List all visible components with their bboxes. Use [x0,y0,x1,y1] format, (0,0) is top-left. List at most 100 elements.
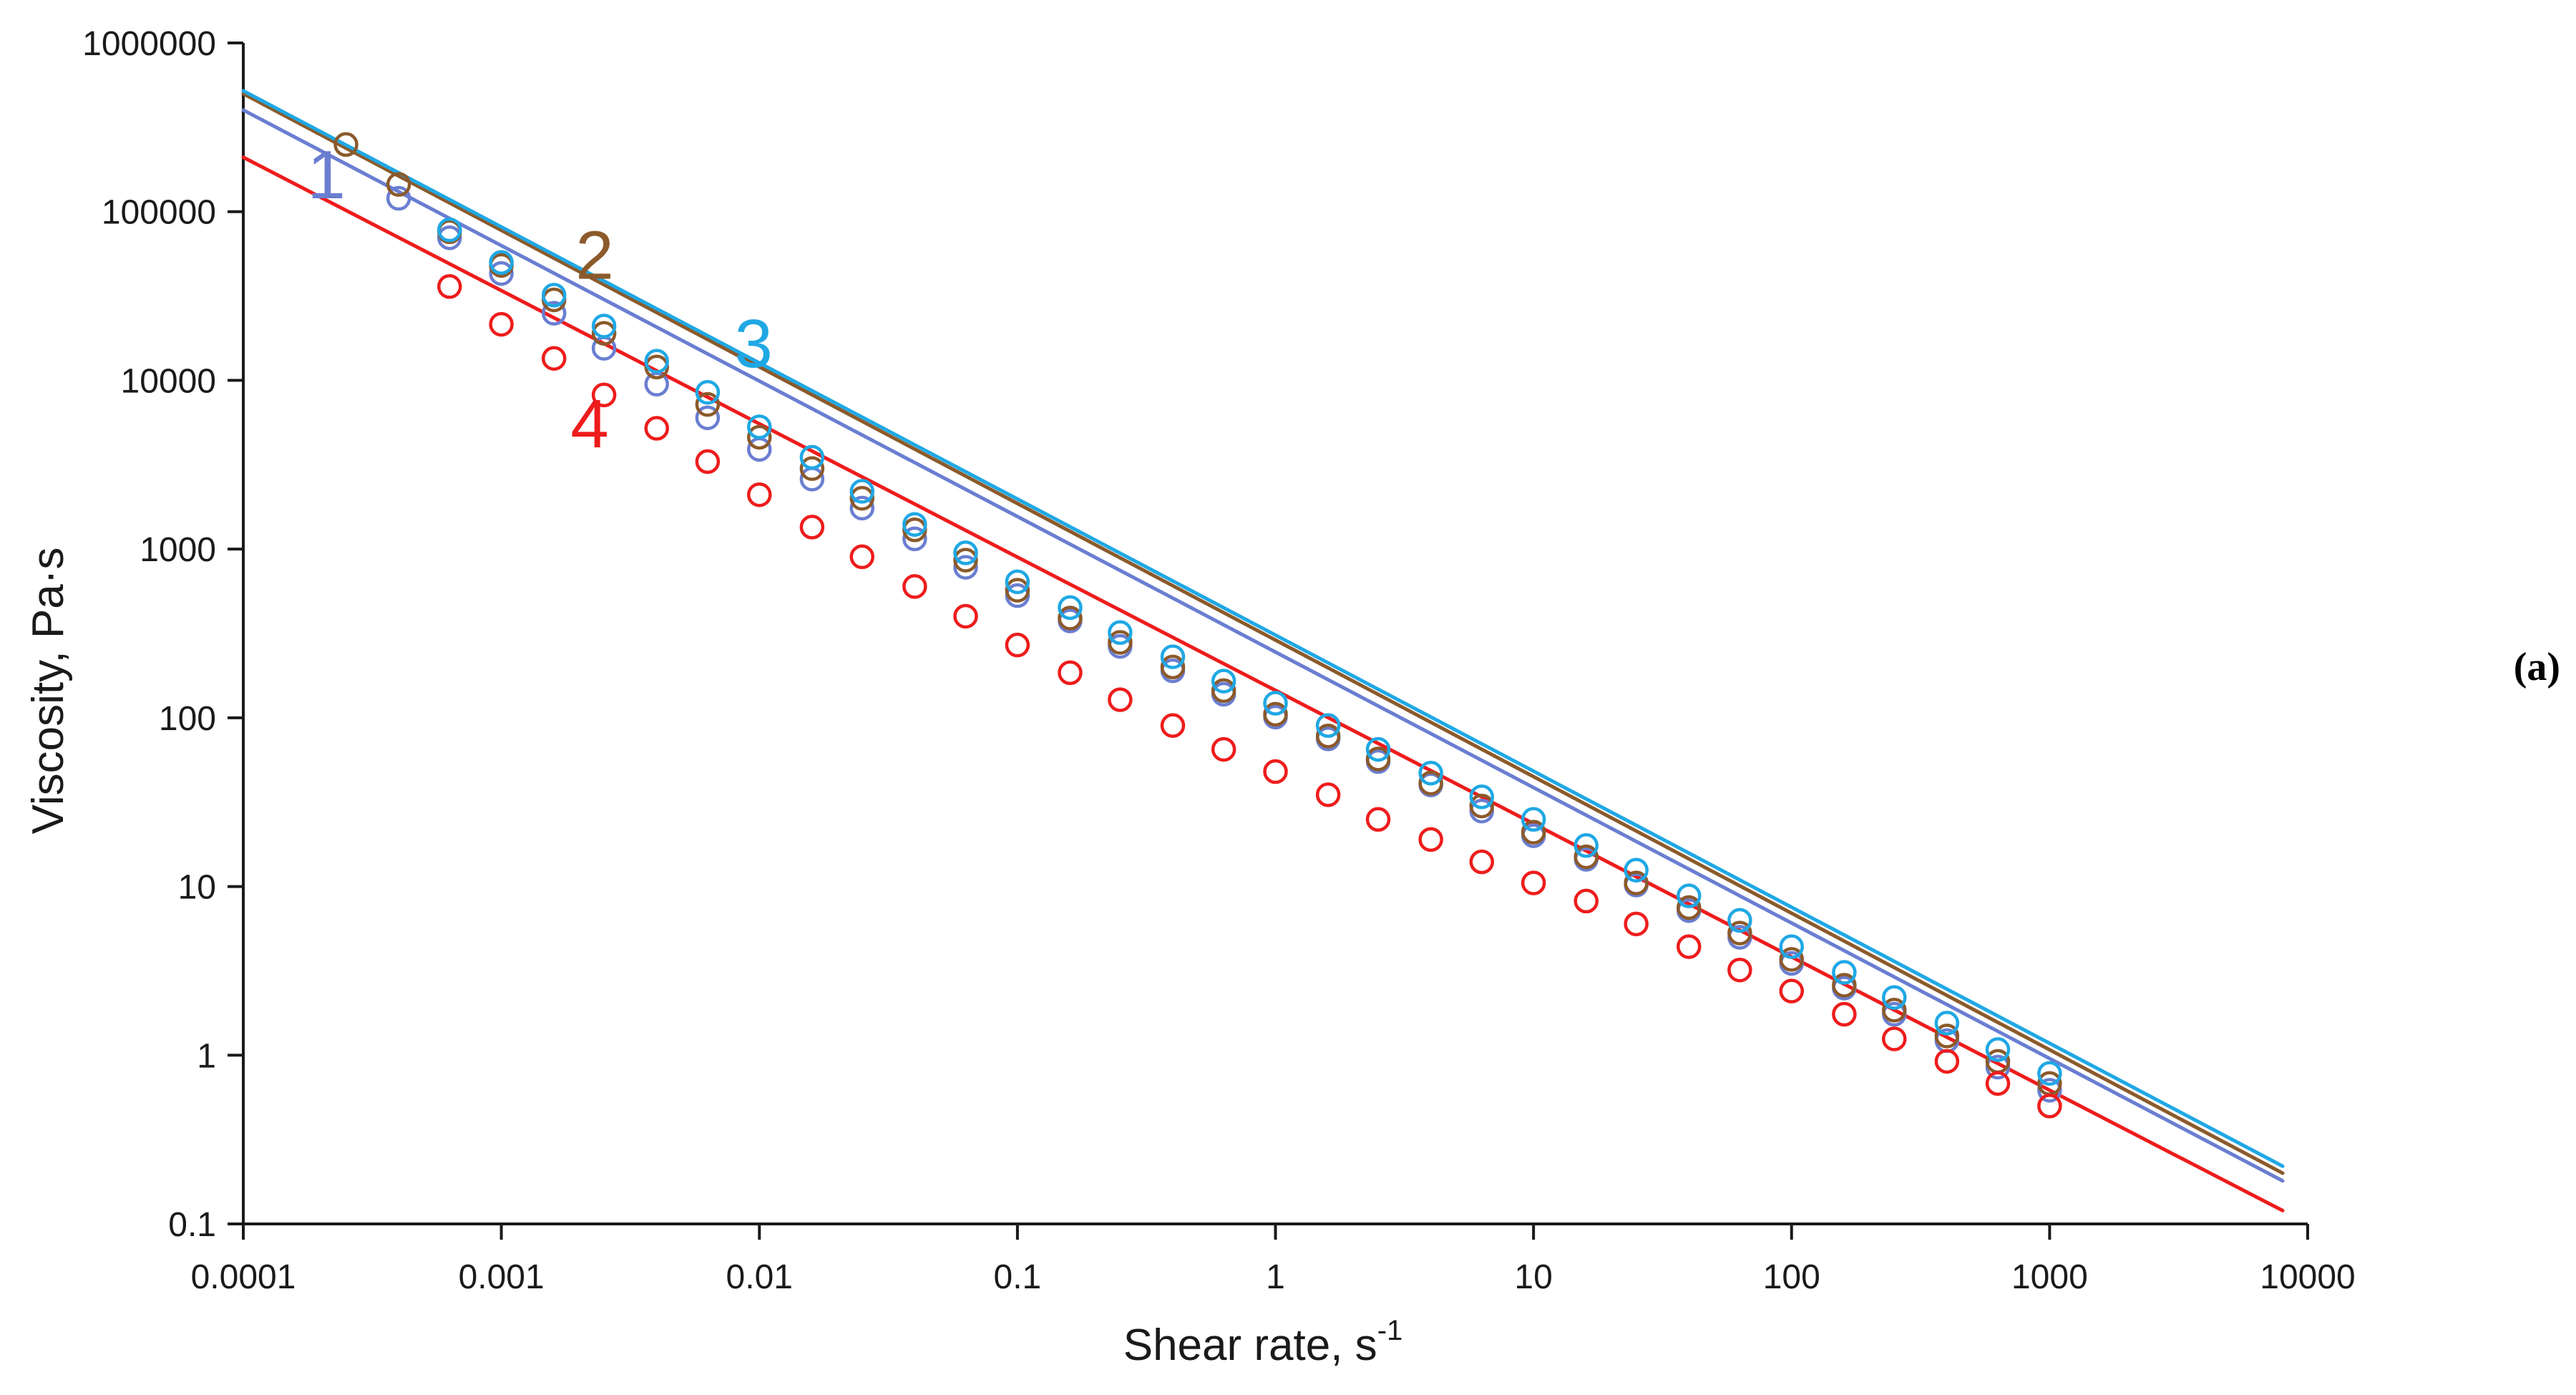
data-point-series-2 [1521,820,1546,845]
x-tick-label: 0.01 [726,1258,793,1296]
fit-line-series-4 [241,155,2285,1212]
data-point-series-3 [1315,713,1341,738]
data-point-series-3 [1832,960,1857,985]
data-point-series-3 [1727,908,1752,933]
data-point-series-3 [1365,737,1391,762]
data-point-series-3 [541,283,567,308]
data-point-series-4 [1211,737,1236,762]
data-point-series-3 [1211,669,1236,694]
data-point-series-2 [1676,895,1702,920]
data-point-series-4 [591,382,617,407]
data-point-series-3 [953,540,978,565]
data-point-series-4 [2037,1093,2062,1119]
data-point-series-4 [1058,660,1083,686]
data-point-series-4 [1160,713,1186,738]
data-point-series-2 [1624,870,1649,895]
data-point-series-4 [1365,807,1391,832]
data-point-series-1 [695,405,721,430]
data-point-series-1 [902,526,927,552]
data-point-series-3 [1574,833,1599,858]
data-point-series-4 [1574,888,1599,914]
data-point-series-4 [1418,827,1443,852]
data-point-series-2 [1005,578,1030,603]
data-point-series-3 [1263,691,1288,716]
data-point-series-2 [591,321,617,346]
data-point-series-3 [1005,569,1030,595]
data-point-series-1 [386,185,411,211]
data-point-series-3 [695,379,721,405]
data-point-series-4 [1315,782,1341,807]
data-point-series-1 [849,495,875,521]
data-point-series-2 [1108,630,1133,655]
x-axis-title-superscript: -1 [1377,1315,1403,1346]
data-point-series-2 [1469,793,1495,819]
data-point-series-4 [1676,934,1702,959]
data-point-series-4 [1469,849,1495,875]
fit-line-series-1 [241,108,2285,1183]
y-tick-label: 100000 [102,194,216,232]
data-point-series-4 [1005,632,1030,658]
data-point-series-4 [799,515,825,540]
data-point-series-3 [2037,1061,2062,1086]
data-point-series-2 [1882,998,1907,1023]
data-point-series-2 [799,456,825,481]
fit-line-series-3 [241,89,2285,1168]
data-point-series-4 [644,416,669,441]
data-point-series-3 [1418,760,1443,786]
fit-lines-group [241,89,2285,1212]
data-point-series-4 [953,603,978,629]
data-point-series-4 [695,449,721,475]
data-point-series-2 [1418,770,1443,796]
y-tick-label: 0.1 [168,1206,216,1244]
data-point-series-3 [644,349,669,374]
data-point-series-4 [437,274,462,299]
data-point-series-2 [1263,701,1288,727]
data-point-series-3 [1624,857,1649,883]
data-point-series-4 [1521,870,1546,895]
panel-label: (a) [2514,645,2560,689]
data-point-series-3 [1779,934,1804,959]
data-point-series-3 [1160,644,1186,669]
data-point-series-3 [1882,985,1907,1010]
data-point-series-3 [747,414,772,439]
data-point-series-4 [1263,759,1288,784]
data-point-series-2 [1160,654,1186,680]
fit-line-series-2 [241,92,2285,1175]
data-point-series-3 [1058,595,1083,621]
data-point-series-4 [1779,978,1804,1003]
data-point-series-3 [1521,807,1546,832]
data-point-series-1 [489,261,514,286]
data-point-series-4 [541,346,567,371]
data-point-series-2 [1211,678,1236,704]
x-tick-label: 0.1 [994,1258,1042,1296]
data-point-series-2 [1727,920,1752,946]
x-tick-label: 1 [1266,1258,1285,1296]
data-point-series-2 [1934,1024,1960,1049]
data-point-series-2 [1574,844,1599,870]
data-point-series-3 [1469,784,1495,810]
data-point-series-3 [849,479,875,504]
axes-group [228,42,2309,1240]
x-axis-title: Shear rate, s-1 [1123,1315,1403,1370]
data-point-series-3 [591,313,617,339]
x-axis-title-text: Shear rate, s [1123,1321,1377,1370]
data-point-series-4 [1727,957,1752,983]
data-point-series-4 [902,574,927,599]
data-point-series-3 [1934,1011,1960,1036]
data-point-series-3 [437,217,462,243]
data-point-series-2 [1779,947,1804,972]
data-point-series-2 [1365,747,1391,772]
data-point-series-2 [953,548,978,573]
data-point-series-3 [489,250,514,275]
y-tick-label: 10000 [121,362,216,400]
data-point-series-4 [1832,1001,1857,1027]
data-point-series-4 [747,482,772,507]
data-point-series-1 [2037,1077,2062,1103]
x-tick-label: 100 [1763,1258,1820,1296]
data-point-series-3 [1676,883,1702,908]
x-tick-label: 1000 [2011,1258,2088,1296]
data-point-series-2 [747,424,772,450]
x-tick-label: 0.001 [459,1258,545,1296]
data-point-series-2 [849,485,875,511]
